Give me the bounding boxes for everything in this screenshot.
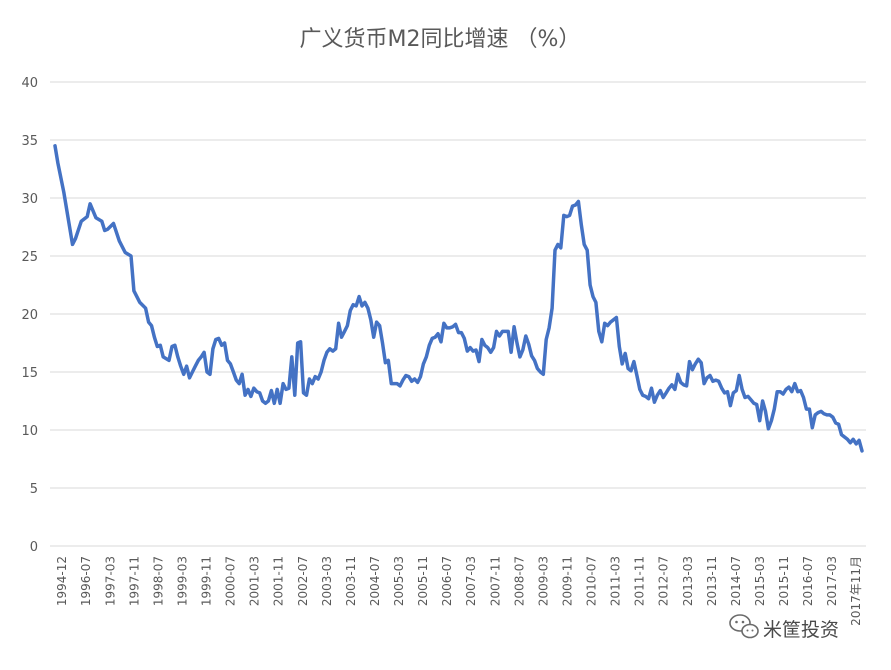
y-tick-label: 15 [21,366,38,381]
y-tick-label: 30 [21,192,38,207]
y-tick-label: 10 [21,424,38,439]
x-tick-label: 2011-03 [609,556,623,606]
y-tick-label: 25 [21,250,38,265]
x-tick-label: 2003-11 [344,556,358,606]
x-tick-label: 1994-12 [55,556,69,606]
x-tick-label: 2014-07 [729,556,743,606]
watermark: 米筐投资 [729,614,839,641]
x-tick-label: 2001-11 [272,556,286,606]
y-tick-label: 0 [30,540,38,555]
series-line-m2 [53,144,864,453]
x-tick-label: 2016-07 [801,556,815,606]
chart-title: 广义货币M2同比增速 （%） [300,27,581,52]
x-tick-label: 2007-11 [488,556,502,606]
x-tick-label: 1997-03 [103,556,117,606]
x-tick-label: 2010-07 [585,556,599,606]
x-tick-label: 1997-11 [127,556,141,606]
x-tick-label: 2001-03 [248,556,262,606]
x-tick-label: 2007-03 [464,556,478,606]
wechat-icon [729,614,759,639]
x-tick-label: 2006-07 [440,556,454,606]
x-tick-label: 2017年11月 [849,556,863,626]
x-tick-label: 2004-07 [368,556,382,606]
y-tick-label: 20 [21,308,38,323]
x-tick-label: 2015-03 [753,556,767,606]
x-tick-label: 1996-07 [79,556,93,606]
x-tick-label: 2017-03 [825,556,839,606]
x-tick-label: 2008-07 [512,556,526,606]
y-tick-label: 40 [21,76,38,91]
x-tick-label: 1999-11 [200,556,214,606]
x-tick-label: 2013-03 [681,556,695,606]
x-tick-label: 2005-11 [416,556,430,606]
y-tick-label: 5 [30,482,38,497]
x-tick-label: 2012-07 [657,556,671,606]
x-tick-label: 2015-11 [777,556,791,606]
x-tick-label: 2003-03 [320,556,334,606]
x-tick-label: 2009-11 [560,556,574,606]
x-tick-label: 2011-11 [633,556,647,606]
x-tick-label: 2005-03 [392,556,406,606]
y-tick-label: 35 [21,134,38,149]
x-tick-label: 1999-03 [176,556,190,606]
x-tick-label: 1998-07 [151,556,165,606]
x-tick-label: 2000-07 [224,556,238,606]
x-tick-label: 2013-11 [705,556,719,606]
x-tick-label: 2002-07 [296,556,310,606]
watermark-brand-text: 米筐投资 [763,619,839,641]
x-tick-label: 2009-03 [536,556,550,606]
